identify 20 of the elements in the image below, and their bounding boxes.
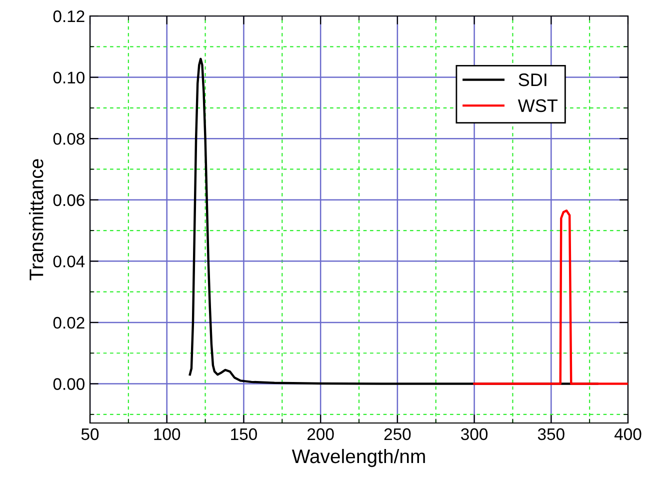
y-tick-label: 0.10 <box>53 72 84 84</box>
line-series <box>473 210 628 385</box>
y-tick-label: 0.04 <box>53 256 85 268</box>
y-tick-label: 0.02 <box>53 316 84 329</box>
y-tick-label: 0.00 <box>53 378 84 390</box>
x-tick-label: 400 <box>614 428 642 440</box>
y-tick-label: 0.08 <box>53 132 84 145</box>
y-tick-label: 0.12 <box>53 10 84 22</box>
x-axis-title: Wavelength/nm <box>292 448 425 468</box>
x-tick-label: 100 <box>154 428 180 440</box>
x-tick-label: 350 <box>538 428 564 440</box>
y-axis-title: Transmittance <box>29 159 44 280</box>
y-tick-label: 0.06 <box>53 194 84 206</box>
x-tick-label: 250 <box>384 428 411 440</box>
x-tick-label: 150 <box>231 428 257 440</box>
x-tick-label: 200 <box>308 428 334 440</box>
legend-label: SDI <box>518 73 546 86</box>
x-tick-label: 50 <box>81 428 99 440</box>
legend-label: WST <box>518 99 558 112</box>
x-tick-label: 300 <box>461 428 488 440</box>
